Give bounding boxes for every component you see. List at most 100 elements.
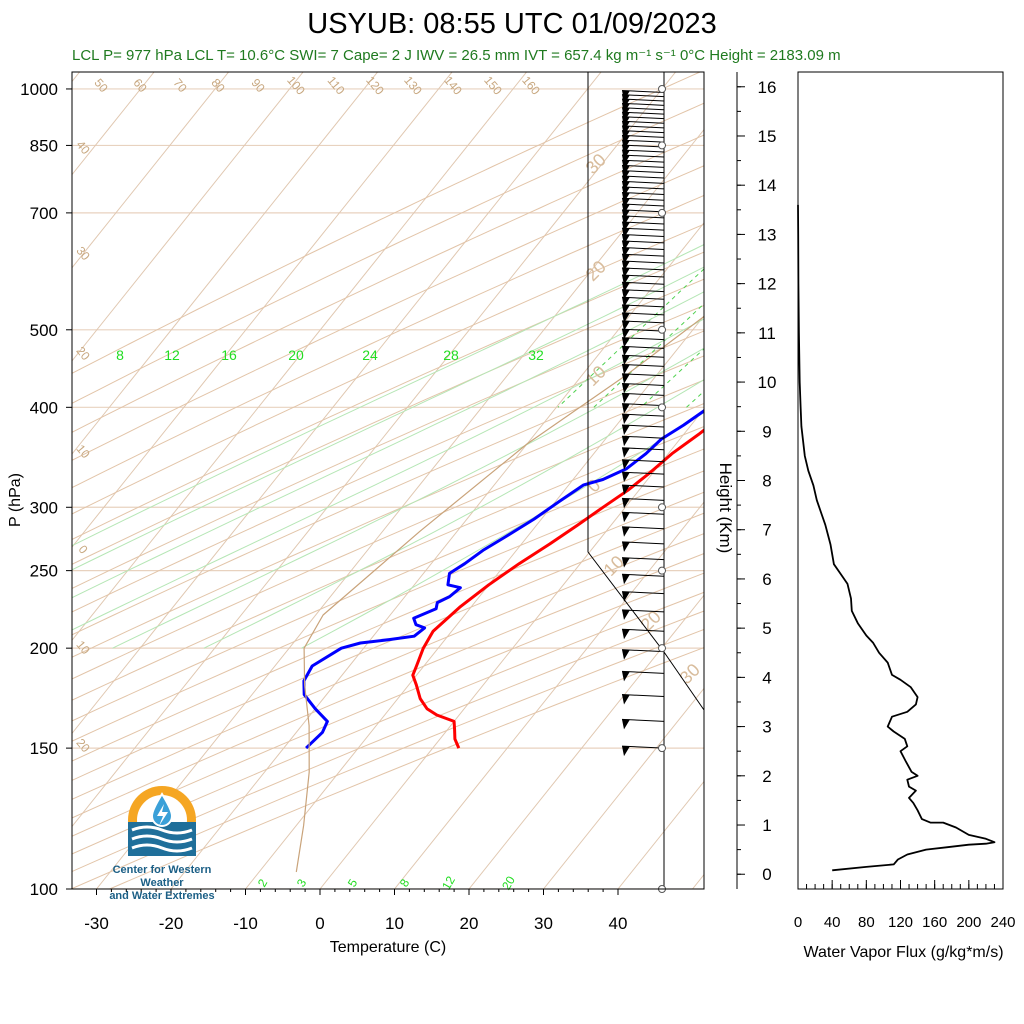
temperature-tick-label: 0 <box>315 914 324 933</box>
wind-barb-flag <box>622 414 630 425</box>
sounding-indices: LCL P= 977 hPa LCL T= 10.6°C SWI= 7 Cape… <box>72 47 841 64</box>
dry-adiabat-line <box>72 251 704 541</box>
moist-adiabat-line <box>72 244 704 547</box>
dry-adiabat-line <box>72 512 704 781</box>
mixing-ratio-bottom-label: 5 <box>345 876 361 889</box>
height-axis-label: Height (Km) <box>716 463 735 554</box>
level-marker <box>658 503 666 512</box>
isotherm-label-left: 20 <box>73 344 93 363</box>
moist-adiabat-line <box>72 291 704 599</box>
level-marker <box>658 566 666 575</box>
dry-adiabat-label: 70 <box>170 76 190 95</box>
height-tick-label: 16 <box>758 78 777 97</box>
wind-barb-flag <box>622 459 630 470</box>
wind-barb-flag <box>622 312 630 323</box>
height-tick-label: 9 <box>762 422 771 441</box>
height-tick-label: 6 <box>762 570 771 589</box>
dry-adiabat-line <box>72 102 704 404</box>
isotherm-line <box>170 221 704 889</box>
dry-adiabat-line <box>72 379 704 658</box>
flux-tick-label: 120 <box>888 914 913 931</box>
height-tick-label: 4 <box>762 668 771 687</box>
height-tick-label: 12 <box>758 275 777 294</box>
chart-title: USYUB: 08:55 UTC 01/09/2023 <box>307 8 717 40</box>
dry-adiabat-line <box>72 426 704 701</box>
pressure-axis-label: P (hPa) <box>7 473 24 527</box>
flux-tick-label: 240 <box>990 914 1015 931</box>
pressure-tick-label: 100 <box>30 880 58 899</box>
pressure-tick-label: 250 <box>30 562 58 581</box>
temperature-tick-label: -20 <box>159 914 184 933</box>
skewt-series <box>295 315 704 873</box>
dry-adiabat-label: 90 <box>248 76 268 95</box>
flux-tick-label: 200 <box>956 914 981 931</box>
pressure-tick-label: 150 <box>30 739 58 758</box>
wind-barb-flag <box>622 609 630 620</box>
wind-barb-flag <box>622 403 630 414</box>
dry-adiabat-line <box>72 610 704 873</box>
isotherm-line <box>72 72 378 455</box>
dry-adiabat-label: 100 <box>284 73 308 98</box>
mixing-ratio-label: 12 <box>164 347 180 363</box>
isotherm-label-left: 10 <box>73 638 93 657</box>
wind-barb-flag <box>622 383 630 394</box>
wind-barb-flag <box>622 346 630 357</box>
pressure-tick-label: 1000 <box>20 80 58 99</box>
isotherm-line <box>767 72 1024 889</box>
temperature-tick-label: 10 <box>385 914 404 933</box>
wind-barb-flag <box>622 591 630 602</box>
height-tick-label: 1 <box>762 816 771 835</box>
isotherm-line <box>543 687 704 889</box>
dry-adiabat-line <box>72 533 704 800</box>
level-marker <box>658 208 666 217</box>
moist-adiabat-line <box>112 347 704 649</box>
wind-barb-flag <box>622 297 630 308</box>
cw3e-logo-text: Center for Western Weather and Water Ext… <box>92 864 232 903</box>
mixing-ratio-bottom-label: 12 <box>439 873 458 892</box>
isotherm-line <box>394 501 704 889</box>
isotherm-line <box>72 72 453 548</box>
dry-adiabat-line <box>72 403 704 680</box>
dry-adiabat-label: 50 <box>91 76 111 95</box>
dry-adiabat-label: 60 <box>130 76 150 95</box>
height-tick-label: 0 <box>762 865 771 884</box>
wind-barb-flag <box>622 557 630 568</box>
wind-barb-flag <box>622 671 630 682</box>
mixing-ratio-line <box>557 268 704 408</box>
height-tick-label: 3 <box>762 718 771 737</box>
mixing-ratio-bottom-label: 3 <box>294 876 310 889</box>
wind-barb-flag <box>622 355 630 366</box>
mixing-ratio-label: 24 <box>362 347 378 363</box>
isotherm-line <box>468 594 704 889</box>
mixing-ratio-line <box>833 72 1024 407</box>
moist-adiabat-line <box>203 379 704 649</box>
temperature-profile <box>411 428 704 749</box>
mixing-ratio-label: 28 <box>443 347 459 363</box>
flux-tick-label: 80 <box>858 914 875 931</box>
water-vapor-flux-line <box>797 204 996 872</box>
flux-axis-label: Water Vapor Flux (g/kg*m/s) <box>803 944 1003 961</box>
height-tick-label: 7 <box>762 521 771 540</box>
temperature-tick-label: -30 <box>84 914 109 933</box>
dry-adiabat-line <box>72 591 704 855</box>
isotherm-line <box>72 72 602 735</box>
mixing-ratio-line <box>593 303 704 408</box>
mixing-ratio-line <box>818 72 1024 407</box>
wind-barb-flag <box>622 649 630 660</box>
wind-barb-flag <box>622 485 630 496</box>
dry-adiabat-line <box>72 355 704 636</box>
mixing-ratio-label: 16 <box>221 347 237 363</box>
wind-barb-flag <box>622 541 630 552</box>
wind-barb-flag <box>622 320 630 331</box>
height-tick-label: 10 <box>758 373 777 392</box>
parcel-path <box>295 315 704 873</box>
dry-adiabat-line <box>72 72 701 374</box>
dry-adiabat-line <box>72 134 704 433</box>
wind-barb-flag <box>622 574 630 585</box>
pressure-tick-label: 850 <box>30 136 58 155</box>
dry-adiabat-label: 130 <box>401 73 425 98</box>
level-marker <box>658 84 666 93</box>
wind-barb-flag <box>622 512 630 523</box>
